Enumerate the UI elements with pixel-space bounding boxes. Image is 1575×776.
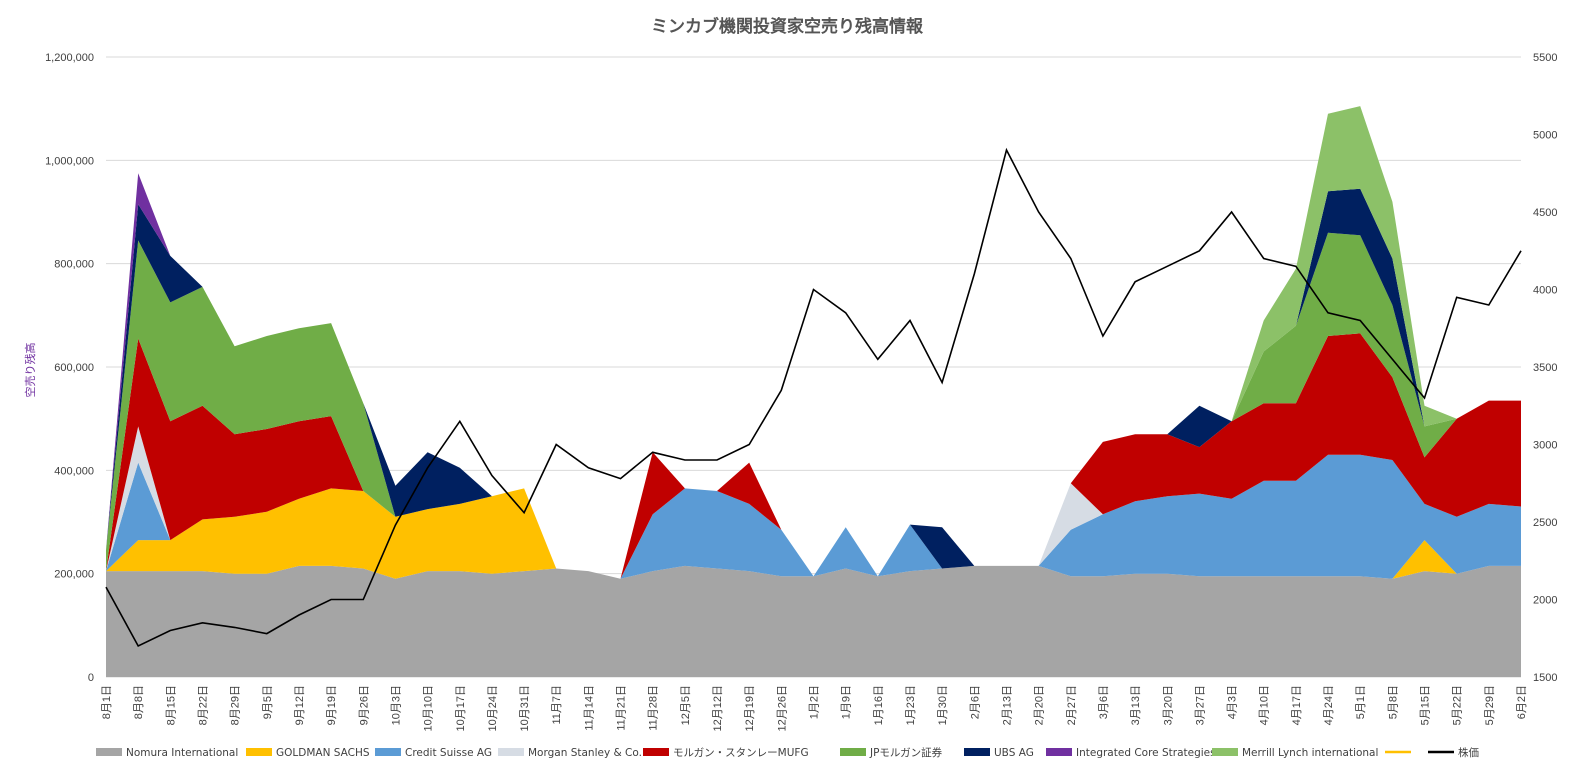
x-tick-label: 10月24日 <box>487 685 499 731</box>
x-tick-label: 11月28日 <box>648 685 660 731</box>
x-tick-label: 8月8日 <box>133 685 145 719</box>
y2-tick-label: 2000 <box>1533 595 1557 607</box>
price-line <box>105 147 1522 648</box>
legend-label: GOLDMAN SACHS <box>276 747 370 759</box>
y-tick-label: 200,000 <box>54 569 94 581</box>
y2-tick-label: 1500 <box>1533 672 1557 684</box>
y2-tick-label: 2500 <box>1533 517 1557 529</box>
legend-swatch <box>375 748 401 756</box>
x-tick-label: 2月13日 <box>1001 685 1013 725</box>
x-tick-label: 6月2日 <box>1516 685 1528 719</box>
y2-tick-label: 4500 <box>1533 207 1557 219</box>
x-tick-label: 8月15日 <box>165 685 177 725</box>
x-tick-label: 1月23日 <box>905 685 917 725</box>
x-tick-label: 2月27日 <box>1066 685 1078 725</box>
x-tick-label: 10月17日 <box>455 685 467 731</box>
legend-swatch <box>96 748 122 756</box>
x-tick-label: 4月3日 <box>1227 685 1239 719</box>
x-tick-label: 4月10日 <box>1259 685 1271 725</box>
legend-label: JPモルガン証券 <box>869 746 943 759</box>
x-tick-label: 2月20日 <box>1034 685 1046 725</box>
y-axis-label: 空売り残高 <box>23 343 37 398</box>
x-tick-label: 10月10日 <box>423 685 435 731</box>
y2-tick-label: 3000 <box>1533 440 1557 452</box>
y-tick-label: 1,200,000 <box>45 52 94 64</box>
legend-swatch <box>498 748 524 756</box>
price-line-series <box>105 147 1522 648</box>
x-tick-label: 8月1日 <box>101 685 113 719</box>
x-tick-label: 12月12日 <box>712 685 724 731</box>
legend-label: モルガン・スタンレーMUFG <box>673 747 809 759</box>
y2-tick-label: 5500 <box>1533 52 1557 64</box>
x-tick-label: 3月6日 <box>1098 685 1110 719</box>
x-tick-label: 5月8日 <box>1387 685 1399 719</box>
x-tick-label: 4月24日 <box>1323 685 1335 725</box>
x-tick-label: 8月22日 <box>197 685 209 725</box>
x-tick-label: 12月26日 <box>776 685 788 731</box>
y-tick-label: 600,000 <box>54 362 94 374</box>
legend-label: UBS AG <box>994 747 1034 759</box>
x-tick-label: 9月5日 <box>262 685 274 719</box>
x-tick-label: 1月30日 <box>937 685 949 725</box>
legend-label: Credit Suisse AG <box>405 747 492 759</box>
legend-label: Integrated Core Strategies <box>1076 747 1216 759</box>
x-tick-label: 5月1日 <box>1355 685 1367 719</box>
area-series-1 <box>106 488 1521 579</box>
x-tick-label: 12月19日 <box>744 685 756 731</box>
x-tick-label: 5月29日 <box>1484 685 1496 725</box>
x-tick-label: 9月26日 <box>358 685 370 725</box>
y-tick-label: 0 <box>88 672 94 684</box>
x-tick-label: 3月27日 <box>1194 685 1206 725</box>
x-tick-label: 1月9日 <box>841 685 853 719</box>
area-series-0 <box>106 565 1521 677</box>
x-tick-label: 11月14日 <box>583 685 595 731</box>
x-tick-label: 8月29日 <box>230 685 242 725</box>
x-tick-label: 3月13日 <box>1130 685 1142 725</box>
x-tick-label: 4月17日 <box>1291 685 1303 725</box>
legend-label: 株価 <box>1458 746 1479 759</box>
y2-tick-label: 5000 <box>1533 130 1557 142</box>
y-tick-label: 1,000,000 <box>45 155 94 167</box>
y2-tick-label: 4000 <box>1533 285 1557 297</box>
x-tick-label: 5月22日 <box>1452 685 1464 725</box>
x-tick-label: 9月12日 <box>294 685 306 725</box>
x-tick-label: 10月31日 <box>519 685 531 731</box>
x-tick-label: 1月2日 <box>809 685 821 719</box>
y2-tick-label: 3500 <box>1533 362 1557 374</box>
x-axis: 8月1日 8月8日 8月15日 8月22日 8月29日 9月5日 9月12日 9月19日 9月2… <box>101 685 1528 731</box>
x-tick-label: 12月5日 <box>680 685 692 725</box>
x-tick-label: 5月15日 <box>1420 685 1432 725</box>
legend-swatch <box>246 748 272 756</box>
chart-title: ミンカブ機関投資家空売り残高情報 <box>651 16 924 37</box>
stacked-area-series <box>106 106 1521 677</box>
legend-swatch <box>643 748 669 756</box>
area-series-6 <box>106 188 1521 579</box>
x-tick-label: 9月19日 <box>326 685 338 725</box>
legend: Nomura International GOLDMAN SACHS Credit … <box>96 746 1479 759</box>
area-series-2 <box>106 454 1521 579</box>
x-tick-label: 11月21日 <box>616 685 628 731</box>
y-tick-label: 800,000 <box>54 259 94 271</box>
area-series-4 <box>106 333 1521 579</box>
y-tick-label: 400,000 <box>54 465 94 477</box>
secondary-y-axis: 1500 2000 2500 3000 3500 4000 4500 5000 5500 <box>1533 52 1557 684</box>
x-tick-label: 10月3日 <box>390 685 402 725</box>
legend-label: Nomura International <box>126 747 238 759</box>
legend-swatch <box>840 748 866 756</box>
x-tick-label: 3月20日 <box>1162 685 1174 725</box>
x-tick-label: 2月6日 <box>969 685 981 719</box>
legend-label: Morgan Stanley & Co. <box>528 747 642 759</box>
legend-label: Merrill Lynch international <box>1242 747 1378 759</box>
legend-swatch <box>964 748 990 756</box>
x-tick-label: 1月16日 <box>873 685 885 725</box>
legend-swatch <box>1212 748 1238 756</box>
x-tick-label: 11月7日 <box>551 685 563 725</box>
legend-swatch <box>1046 748 1072 756</box>
primary-y-axis: 0 200,000 400,000 600,000 800,000 1,000,000 1,… <box>45 52 94 684</box>
